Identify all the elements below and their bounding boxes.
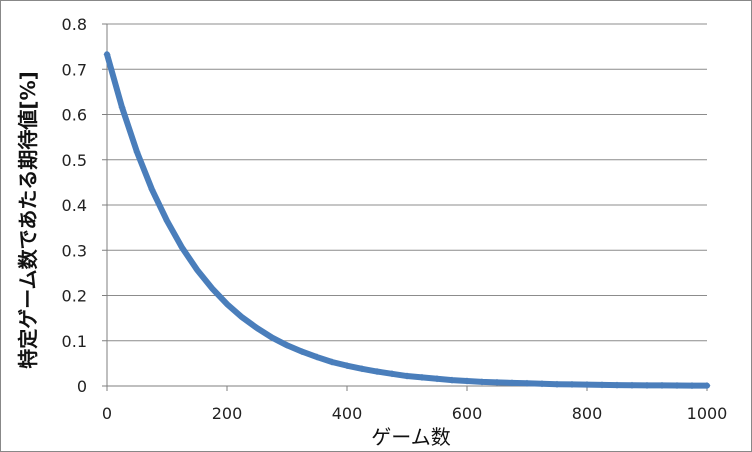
data-point-0-5 xyxy=(178,244,186,252)
grid-layer xyxy=(107,23,707,387)
x-tick-label-2: 400 xyxy=(332,404,363,423)
x-axis-title: ゲーム数 xyxy=(371,425,450,449)
data-point-0-29 xyxy=(538,380,546,388)
data-point-0-20 xyxy=(403,372,411,380)
data-point-0-7 xyxy=(208,284,216,292)
data-point-0-22 xyxy=(433,375,441,383)
data-point-0-6 xyxy=(193,266,201,274)
data-point-0-28 xyxy=(523,379,531,387)
x-tick-label-3: 600 xyxy=(452,404,483,423)
data-point-0-2 xyxy=(133,148,141,156)
data-point-0-33 xyxy=(598,381,606,389)
y-tick-label-7: 0.7 xyxy=(62,60,87,79)
data-point-0-24 xyxy=(463,377,471,385)
series-layer xyxy=(103,50,711,390)
y-axis-title: 特定ゲーム数であたる期待値[%] xyxy=(16,71,40,369)
data-point-0-16 xyxy=(343,362,351,370)
data-point-0-38 xyxy=(673,382,681,389)
data-point-0-25 xyxy=(478,378,486,386)
data-point-0-19 xyxy=(388,370,396,378)
data-point-0-21 xyxy=(418,373,426,381)
data-point-0-30 xyxy=(553,380,561,388)
data-point-0-13 xyxy=(298,348,306,356)
data-point-0-10 xyxy=(253,324,261,332)
data-point-0-23 xyxy=(448,376,456,384)
data-point-0-32 xyxy=(583,381,591,389)
data-point-0-8 xyxy=(223,300,231,308)
y-tick-label-5: 0.5 xyxy=(62,151,87,170)
y-tick-label-8: 0.8 xyxy=(62,15,87,34)
data-point-0-0 xyxy=(103,50,111,58)
data-point-0-1 xyxy=(118,103,126,111)
x-tick-label-4: 800 xyxy=(572,404,603,423)
data-point-0-40 xyxy=(703,382,711,390)
tick-label-layer: 0 200 400 600 800 1000 0 0.1 0.2 0.3 0.4 0.5 0.6 0.7 0… xyxy=(62,15,728,423)
y-tick-label-1: 0.1 xyxy=(62,332,87,351)
axis-layer xyxy=(102,23,708,391)
data-point-0-9 xyxy=(238,313,246,321)
data-point-0-37 xyxy=(658,381,666,389)
data-point-0-18 xyxy=(373,368,381,376)
y-tick-label-2: 0.2 xyxy=(62,287,87,306)
data-point-0-27 xyxy=(508,379,516,387)
data-point-0-14 xyxy=(313,353,321,361)
x-tick-label-0: 0 xyxy=(102,404,112,423)
series-line-0 xyxy=(104,51,710,389)
y-tick-label-0: 0 xyxy=(77,377,87,396)
y-tick-label-6: 0.6 xyxy=(62,106,87,125)
data-point-0-26 xyxy=(493,378,501,386)
x-tick-label-5: 1000 xyxy=(687,404,728,423)
y-tick-label-3: 0.3 xyxy=(62,241,87,260)
data-point-0-31 xyxy=(568,380,576,388)
x-tick-label-1: 200 xyxy=(212,404,243,423)
data-point-0-11 xyxy=(268,334,276,342)
data-point-0-17 xyxy=(358,365,366,373)
data-point-0-34 xyxy=(613,381,621,389)
data-point-0-12 xyxy=(283,341,291,349)
data-point-0-39 xyxy=(688,382,696,390)
data-point-0-3 xyxy=(148,186,156,194)
data-point-0-15 xyxy=(328,358,336,366)
data-point-0-4 xyxy=(163,217,171,225)
data-point-0-35 xyxy=(628,381,636,389)
data-point-0-36 xyxy=(643,381,651,389)
y-tick-label-4: 0.4 xyxy=(62,196,87,215)
